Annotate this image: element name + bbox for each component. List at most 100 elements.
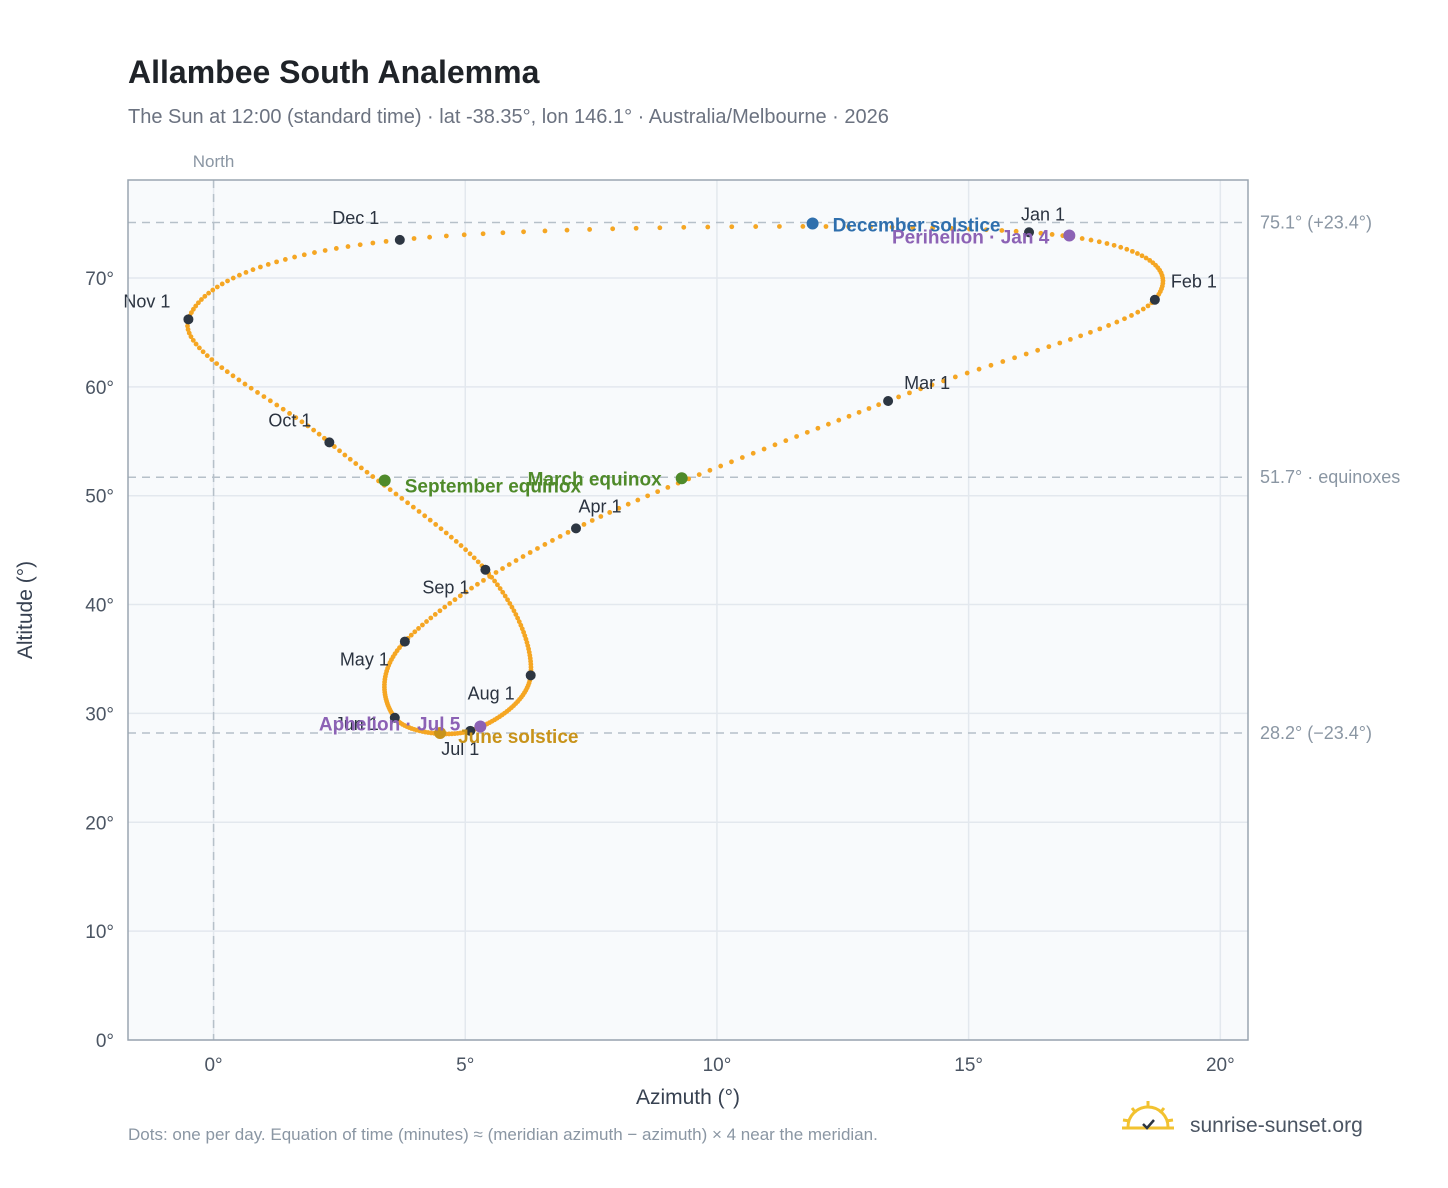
- daily-position-dot: [1129, 313, 1134, 318]
- daily-position-dot: [428, 615, 434, 621]
- daily-position-dot: [1122, 316, 1127, 322]
- daily-position-dot: [497, 586, 503, 591]
- daily-position-dot: [836, 417, 842, 423]
- chart-subtitle: The Sun at 12:00 (standard time) · lat -…: [128, 106, 889, 128]
- daily-position-dot: [265, 261, 271, 267]
- daily-position-dot: [1038, 230, 1044, 236]
- daily-position-dot: [1106, 323, 1111, 328]
- daily-position-dot: [1124, 246, 1130, 252]
- daily-position-dot: [705, 224, 711, 230]
- month-label: May 1: [340, 650, 389, 670]
- daily-position-dot: [1118, 244, 1124, 250]
- footnote: Dots: one per day. Equation of time (min…: [128, 1125, 878, 1144]
- daily-position-dot: [492, 578, 497, 584]
- daily-position-dot: [416, 509, 422, 514]
- daily-position-dot: [625, 501, 631, 507]
- daily-position-dot: [800, 224, 806, 229]
- daily-position-dot: [550, 538, 555, 543]
- x-tick-label: 0°: [204, 1055, 222, 1076]
- daily-position-dot: [243, 269, 249, 275]
- daily-position-dot: [257, 264, 263, 270]
- month-label: Dec 1: [332, 208, 379, 228]
- daily-position-dot: [293, 415, 299, 421]
- daily-position-dot: [416, 626, 421, 631]
- daily-position-dot: [750, 450, 756, 456]
- daily-position-dot: [520, 554, 526, 559]
- y-tick-label: 50°: [85, 487, 114, 508]
- daily-position-dot: [598, 514, 604, 519]
- month-marker: [394, 234, 405, 245]
- daily-position-dot: [408, 632, 414, 638]
- reference-line-label: 75.1° (+23.4°): [1260, 212, 1372, 232]
- daily-position-dot: [267, 398, 273, 404]
- daily-position-dot: [480, 231, 486, 237]
- daily-position-dot: [493, 570, 499, 575]
- month-label: Jun 1: [335, 714, 379, 734]
- daily-position-dot: [337, 448, 342, 454]
- daily-position-dot: [370, 240, 376, 246]
- x-axis-title: Azimuth (°): [636, 1086, 740, 1109]
- daily-position-dot: [433, 522, 439, 527]
- daily-position-dot: [475, 559, 481, 565]
- event-label: September equinox: [405, 476, 582, 497]
- event-label: June solstice: [458, 727, 578, 748]
- daily-position-dot: [1140, 306, 1146, 312]
- daily-position-dot: [427, 517, 433, 523]
- daily-position-dot: [287, 411, 292, 416]
- daily-position-dot: [461, 232, 467, 238]
- daily-position-dot: [1035, 347, 1041, 353]
- daily-position-dot: [301, 252, 307, 258]
- daily-position-dot: [193, 303, 199, 309]
- daily-position-dot: [777, 224, 782, 229]
- daily-position-dot: [185, 323, 190, 329]
- daily-position-dot: [292, 254, 297, 260]
- daily-position-dot: [846, 413, 852, 419]
- daily-position-dot: [535, 546, 540, 551]
- daily-position-dot: [1000, 359, 1006, 364]
- daily-position-dot: [405, 500, 410, 506]
- daily-position-dot: [230, 275, 236, 281]
- daily-position-dot: [587, 227, 593, 232]
- x-tick-label: 15°: [954, 1055, 983, 1076]
- daily-position-dot: [345, 244, 351, 249]
- daily-position-dot: [442, 604, 448, 610]
- daily-position-dot: [225, 278, 230, 284]
- daily-position-dot: [616, 505, 622, 511]
- daily-position-dot: [1111, 242, 1117, 248]
- daily-position-dot: [1057, 340, 1063, 346]
- daily-position-dot: [967, 226, 972, 232]
- daily-position-dot: [357, 242, 363, 248]
- daily-position-dot: [443, 530, 449, 536]
- daily-position-dot: [889, 224, 895, 230]
- daily-position-dot: [399, 496, 405, 501]
- daily-position-dot: [707, 467, 713, 473]
- daily-position-dot: [463, 547, 469, 553]
- meridian-label: North: [193, 152, 235, 171]
- daily-position-dot: [1139, 253, 1145, 259]
- month-marker: [1149, 294, 1160, 305]
- daily-position-dot: [411, 236, 417, 241]
- month-label: Mar 1: [904, 373, 950, 393]
- axis-ticks: 0° 5° 10° 15° 20° 0° 10° 20° 30° 40° 50° 60° 70°: [85, 269, 1234, 1076]
- y-tick-label: 20°: [85, 813, 114, 834]
- daily-position-dot: [505, 597, 510, 603]
- reference-line-label: 51.7° · equinoxes: [1260, 467, 1400, 487]
- daily-position-dot: [210, 287, 216, 293]
- y-tick-label: 60°: [85, 378, 114, 399]
- plot-frame: [127, 179, 1249, 1041]
- daily-position-dot: [856, 409, 862, 415]
- daily-position-dot: [896, 394, 902, 400]
- daily-position-dot: [206, 290, 212, 296]
- daily-position-dot: [420, 622, 425, 628]
- daily-position-dot: [202, 293, 208, 299]
- daily-position-dot: [214, 284, 220, 290]
- month-marker: [183, 314, 194, 325]
- daily-position-dot: [282, 257, 288, 262]
- daily-position-dot: [1023, 351, 1029, 357]
- daily-position-dot: [1067, 337, 1073, 342]
- daily-position-dot: [941, 378, 947, 384]
- daily-position-dot: [1078, 333, 1084, 339]
- daily-position-dot: [1135, 251, 1140, 256]
- event-marker: [434, 727, 447, 740]
